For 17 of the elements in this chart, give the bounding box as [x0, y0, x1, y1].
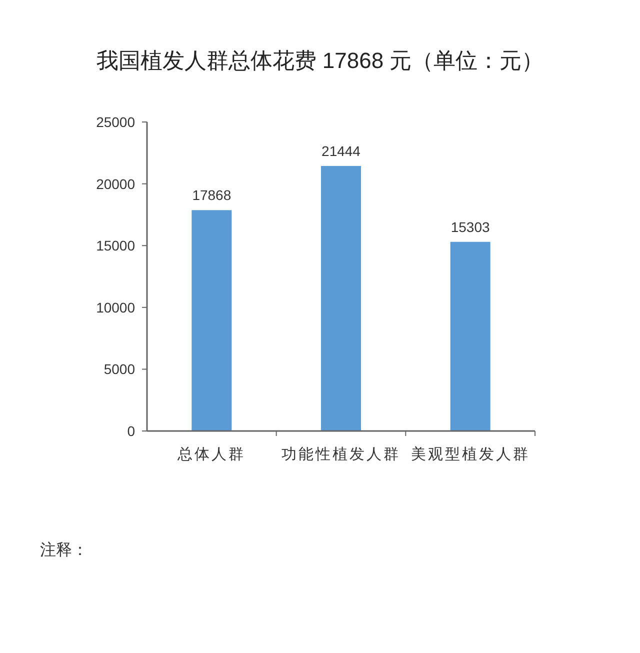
- x-tick-label: 总体人群: [176, 446, 246, 463]
- data-label: 21444: [322, 142, 361, 159]
- y-tick-label: 10000: [96, 299, 136, 316]
- y-tick-label: 0: [127, 423, 136, 439]
- y-tick-label: 25000: [96, 114, 136, 130]
- y-tick-label: 20000: [96, 176, 136, 192]
- x-tick-label: 功能性植发人群: [282, 446, 400, 463]
- data-label: 15303: [450, 218, 490, 235]
- x-tick-label: 美观型植发人群: [410, 446, 530, 463]
- bar: [321, 166, 361, 431]
- bar: [192, 210, 232, 431]
- y-tick-label: 15000: [96, 238, 136, 254]
- text: 注释：: [40, 541, 88, 559]
- bar: [450, 242, 490, 431]
- chart-title: 我国植发人群总体花费 17868 元（单位：元）: [96, 48, 544, 73]
- y-tick-label: 5000: [104, 361, 136, 378]
- data-label: 17868: [192, 187, 232, 204]
